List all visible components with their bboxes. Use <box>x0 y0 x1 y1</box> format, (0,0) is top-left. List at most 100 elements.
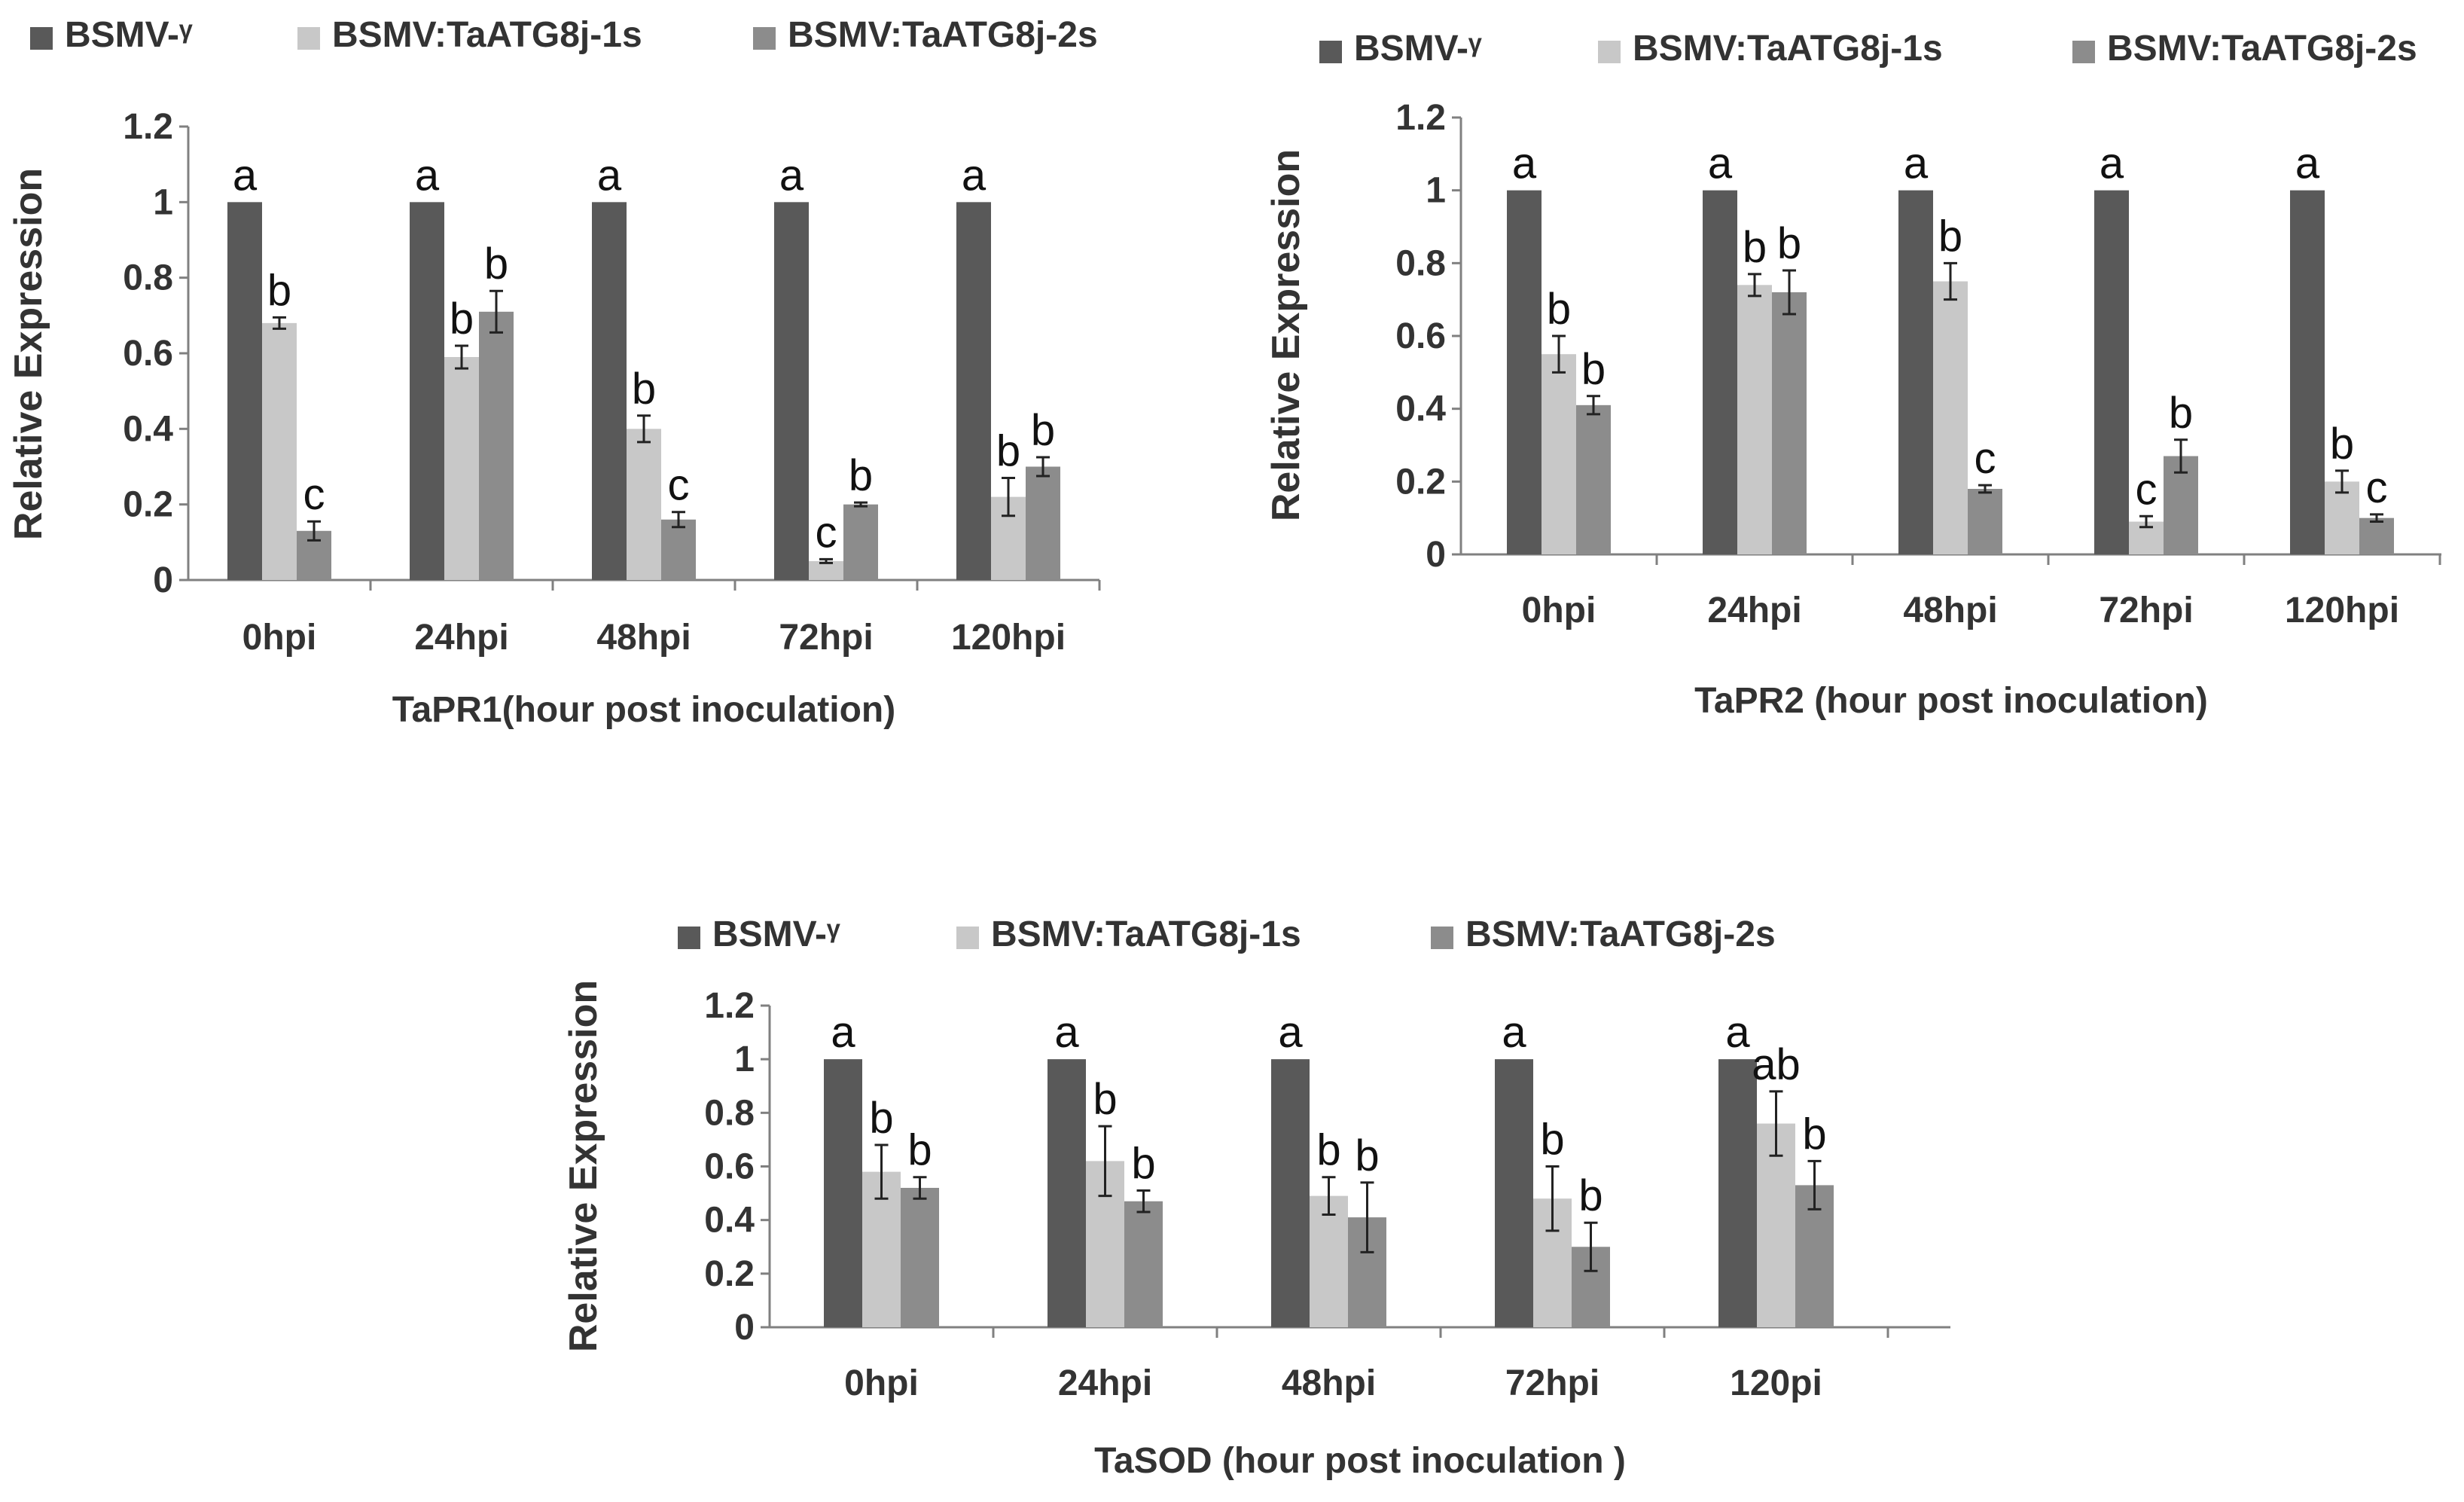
significance-label: b <box>1743 223 1767 272</box>
significance-label: c <box>816 508 837 557</box>
x-tick-label: 72hpi <box>1505 1363 1599 1403</box>
significance-label: a <box>962 151 987 200</box>
significance-label: b <box>1777 219 1801 268</box>
significance-label: b <box>1547 285 1571 334</box>
bar <box>262 322 297 580</box>
significance-label: c <box>1975 434 1996 483</box>
y-tick-label: 1.2 <box>704 986 755 1026</box>
legend-label: BSMV:TaATG8j-1s <box>1633 29 1943 69</box>
x-tick-label: 72hpi <box>2099 591 2193 630</box>
significance-label: b <box>1031 406 1055 455</box>
legend: BSMV-ᵞ BSMV:TaATG8j-1s BSMV:TaATG8j-2s <box>678 914 1776 954</box>
legend-swatch <box>30 27 53 50</box>
bar <box>1124 1201 1163 1327</box>
y-tick-label: 0.8 <box>123 258 173 298</box>
significance-label: b <box>1093 1075 1117 1124</box>
x-tick-label: 0hpi <box>844 1363 919 1403</box>
bar <box>627 429 661 580</box>
bar <box>1507 190 1542 554</box>
y-tick-label: 0.6 <box>1395 316 1446 356</box>
bar <box>444 357 479 580</box>
bar <box>1968 489 2002 554</box>
legend-swatch <box>678 927 700 949</box>
x-tick-label: 120hpi <box>2285 591 2399 630</box>
legend-swatch <box>1431 927 1453 949</box>
significance-label: ab <box>1752 1040 1801 1089</box>
significance-label: c <box>2366 463 2388 512</box>
x-axis-title: TaPR2 (hour post inoculation) <box>1694 681 2208 721</box>
x-tick-label: 48hpi <box>1903 591 1997 630</box>
significance-label: a <box>233 151 258 200</box>
bar <box>1271 1059 1310 1327</box>
x-tick-label: 120hpi <box>951 618 1066 658</box>
chart-1: BSMV-ᵞ BSMV:TaATG8j-1s BSMV:TaATG8j-2s 0 0.2… <box>7 15 1101 730</box>
y-tick-label: 0.2 <box>1395 462 1446 502</box>
significance-label: b <box>1540 1116 1564 1165</box>
significance-label: a <box>1512 139 1537 188</box>
significance-label: b <box>450 295 474 343</box>
significance-label: b <box>869 1094 893 1143</box>
significance-label: a <box>1708 139 1733 188</box>
bar <box>1772 292 1807 554</box>
bar <box>1576 405 1611 554</box>
legend-swatch <box>297 27 320 50</box>
legend-label: BSMV:TaATG8j-1s <box>991 914 1301 954</box>
y-tick-label: 0.2 <box>704 1254 755 1294</box>
significance-label: a <box>2295 139 2320 188</box>
significance-label: a <box>1502 1008 1526 1057</box>
significance-label: a <box>1904 139 1929 188</box>
y-tick-label: 0.4 <box>704 1201 755 1241</box>
y-tick-label: 1 <box>153 182 173 222</box>
x-tick-label: 24hpi <box>1058 1363 1152 1403</box>
bar <box>1933 281 1968 554</box>
bar <box>1542 354 1576 554</box>
legend-label: BSMV:TaATG8j-2s <box>788 15 1098 55</box>
significance-label: c <box>2136 465 2158 514</box>
bar <box>1718 1059 1757 1327</box>
legend: BSMV-ᵞ BSMV:TaATG8j-1s BSMV:TaATG8j-2s <box>1319 29 2417 69</box>
legend-label: BSMV-ᵞ <box>1354 29 1482 69</box>
bar <box>592 202 627 580</box>
significance-label: b <box>2169 389 2193 438</box>
significance-label: b <box>632 365 656 414</box>
bar <box>2094 190 2129 554</box>
bar <box>809 560 843 580</box>
bar <box>1026 466 1060 580</box>
y-axis-title: Relative Expression <box>1264 149 1308 521</box>
legend-label: BSMV-ᵞ <box>712 914 840 954</box>
y-tick-label: 0 <box>153 560 173 600</box>
bar <box>1737 285 1772 554</box>
significance-label: a <box>1054 1008 1079 1057</box>
significance-label: a <box>415 151 440 200</box>
x-tick-label: 0hpi <box>242 618 317 658</box>
x-tick-label: 24hpi <box>1707 591 1801 630</box>
bar <box>2359 517 2394 554</box>
bar <box>774 202 809 580</box>
significance-label: a <box>1725 1008 1750 1057</box>
y-tick-label: 1 <box>1426 171 1446 211</box>
legend-swatch <box>956 927 979 949</box>
bar <box>661 519 696 580</box>
y-tick-label: 0 <box>1426 535 1446 575</box>
significance-label: b <box>849 451 873 500</box>
legend-swatch <box>1319 41 1342 63</box>
significance-label: b <box>1355 1131 1379 1180</box>
y-axis-title: Relative Expression <box>7 168 50 540</box>
y-tick-label: 0.8 <box>1395 243 1446 283</box>
x-tick-label: 24hpi <box>414 618 508 658</box>
significance-label: b <box>1581 345 1606 394</box>
bar <box>956 202 991 580</box>
legend-label: BSMV-ᵞ <box>65 15 193 55</box>
significance-label: c <box>668 461 690 510</box>
bar <box>1048 1059 1086 1327</box>
y-tick-label: 0.4 <box>1395 389 1446 429</box>
bar <box>410 202 444 580</box>
bar <box>901 1187 939 1327</box>
legend-swatch <box>1598 41 1621 63</box>
significance-label: b <box>1802 1110 1826 1159</box>
y-tick-label: 1.2 <box>1395 98 1446 138</box>
significance-label: b <box>1938 212 1962 261</box>
significance-label: b <box>1316 1126 1340 1175</box>
y-tick-label: 0 <box>734 1308 755 1348</box>
